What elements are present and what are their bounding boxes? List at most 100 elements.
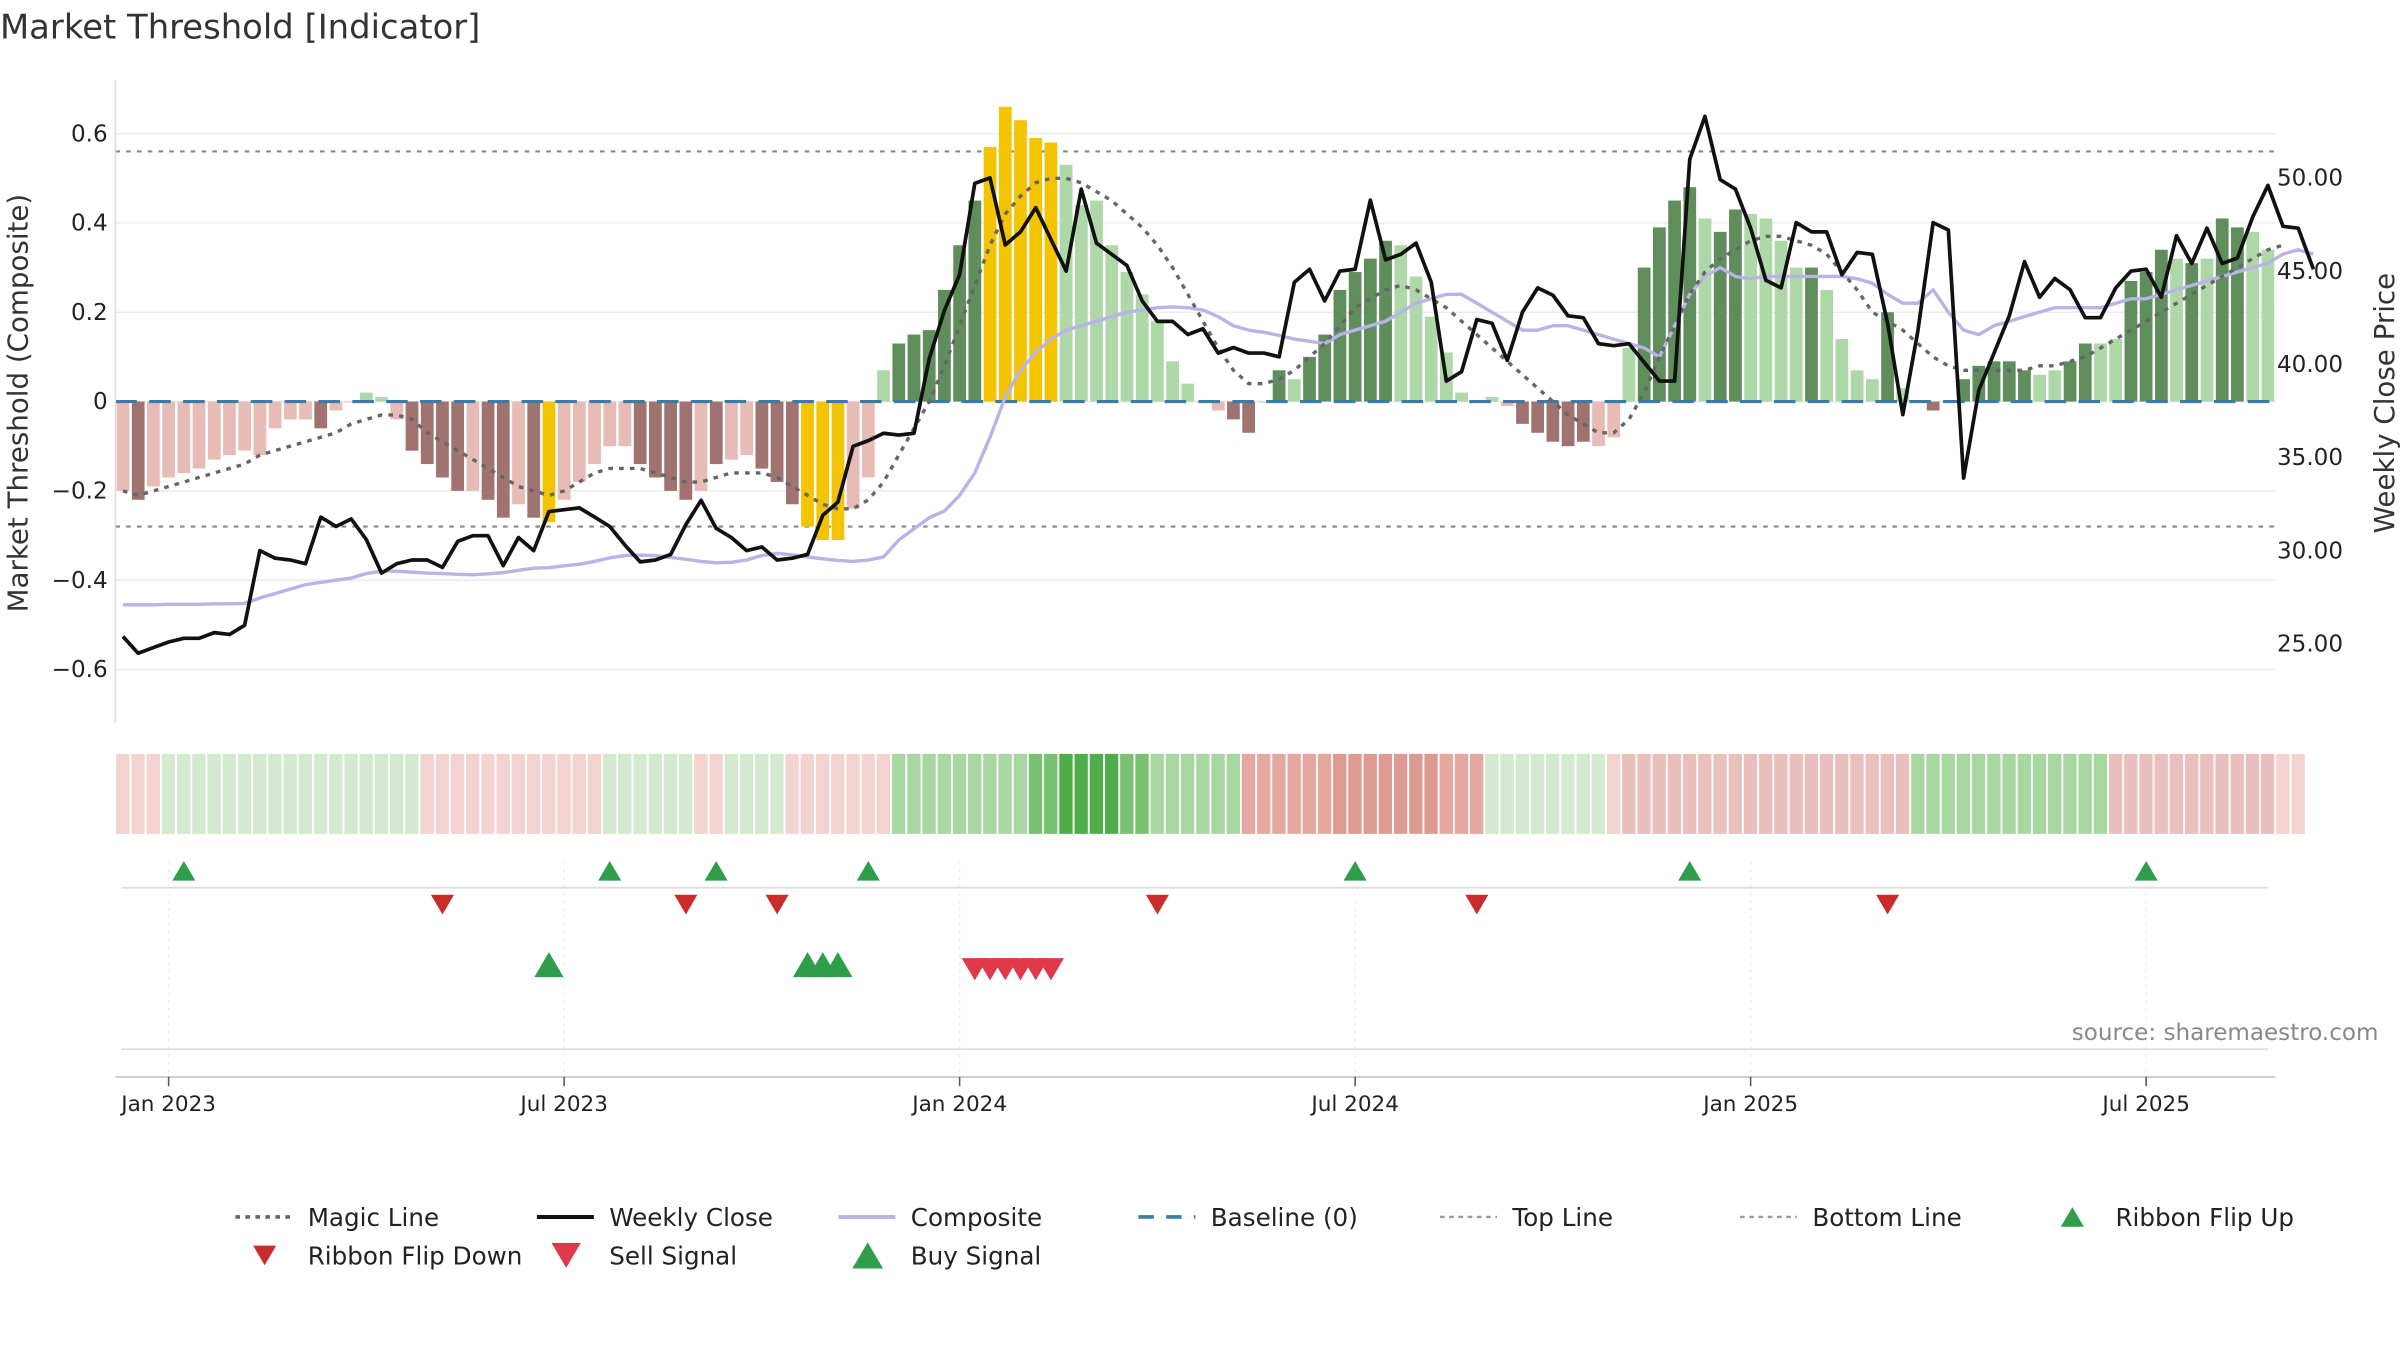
composite-bar [1531,401,1545,433]
ribbon-cell [1348,753,1362,834]
ribbon-cell [1652,753,1666,834]
ribbon-cell [1104,753,1119,834]
legend-magic-line-label: Magic Line [308,1203,439,1232]
series-lines [115,114,2316,656]
composite-bar [1972,365,1986,402]
composite-bar [2002,361,2016,402]
ribbon-cell [2291,753,2305,834]
legend-composite-label: Composite [911,1203,1042,1232]
composite-bar [329,401,343,411]
ribbon-cell [1850,753,1864,834]
composite-bar [740,401,754,456]
ribbon-cell [1530,753,1545,834]
ribbon-cell [2093,753,2108,834]
y2-tick-label: 45.00 [2277,259,2343,285]
ribbon-cell [1241,753,1256,834]
ribbon-cell [1013,753,1028,834]
ribbon-cell [298,753,313,834]
ribbon-cell [678,753,693,834]
ribbon-cell [648,753,662,834]
source-credit: source: sharemaestro.com [2072,1020,2379,1046]
ribbon-flip-down-marker [1876,894,1900,915]
y2-tick-label: 40.00 [2277,352,2343,378]
composite-bar [1561,401,1575,447]
ribbon-cell [1439,753,1453,834]
ribbon-cell [2276,753,2290,834]
composite-bar [223,401,236,456]
ribbon-cell [2032,753,2047,834]
composite-bar [557,401,571,500]
ribbon-cell [192,753,206,834]
composite-bar [1592,401,1605,447]
composite-bar [283,401,297,420]
composite-bars [116,106,2275,540]
legend-sell-signal-swatch [551,1242,581,1268]
ribbon-cell [1454,753,1469,834]
composite-bar [2139,272,2153,402]
y-tick-label: −0.4 [52,568,108,594]
ribbon-cell [1378,753,1393,834]
ribbon-cell [1257,753,1271,834]
composite-bar [207,401,221,460]
ribbon-cell [253,753,267,834]
composite-bar [1363,258,1377,402]
y-tick-label: −0.2 [52,479,108,505]
ribbon-cell [1028,753,1043,834]
legend-ribbon-flip-up-swatch [2060,1207,2084,1227]
composite-bar [649,401,662,478]
ribbon-flip-down-marker [674,894,698,915]
ribbon-cell [2078,753,2092,834]
composite-bar [679,401,693,500]
composite-bar [1151,321,1164,402]
composite-bar [588,401,601,465]
ribbon-cell [2108,753,2123,834]
ribbon-cell [1698,753,1712,834]
ribbon-cell [602,753,617,834]
buy-signal-marker [823,952,853,978]
ribbon-cell [542,753,556,834]
magic-line-series [122,176,2284,511]
ribbon-cell [2169,753,2184,834]
ribbon-cell [1089,753,1104,834]
composite-bar [1227,401,1240,420]
ribbon-cell [1622,753,1636,834]
composite-bar [1485,397,1499,402]
composite-bar [116,401,130,491]
composite-bar [603,401,617,447]
composite-bar [1257,401,1271,403]
composite-bar [1135,294,1149,402]
composite-bar [1835,339,1849,402]
ribbon-cell [1941,753,1955,834]
y2-tick-label: 30.00 [2277,538,2343,564]
composite-bar [633,401,647,465]
ribbon-cell [161,753,176,834]
x-tick-label: Jul 2025 [2100,1092,2190,1117]
ribbon-cell [1363,753,1377,834]
composite-bar [2261,249,2275,402]
composite-bar [2018,370,2031,402]
composite-bar [1516,401,1529,424]
ribbon-cell [207,753,221,834]
composite-bar [1820,289,1834,402]
ribbon-cell [1759,753,1773,834]
ribbon-cell [1409,753,1423,834]
composite-bar [1759,218,1773,402]
ribbon-cell [1333,753,1347,834]
composite-bar [1029,138,1043,402]
reference-lines [115,150,2276,528]
ribbon-cell [1880,753,1895,834]
composite-bar [2200,258,2214,402]
composite-bar [2246,231,2259,402]
ribbon-cell [1591,753,1606,834]
composite-bar [2185,263,2199,402]
ribbon-cell [1180,753,1195,834]
composite-bar [907,334,921,402]
ribbon-cell [739,753,754,834]
composite-bar [1074,205,1088,402]
ribbon-cell [222,753,237,834]
y2-tick-label: 25.00 [2277,632,2343,658]
ribbon-cell [952,753,967,834]
ribbon-strip [116,753,2305,834]
ribbon-cell [268,753,282,834]
ribbon-cell [937,753,951,834]
